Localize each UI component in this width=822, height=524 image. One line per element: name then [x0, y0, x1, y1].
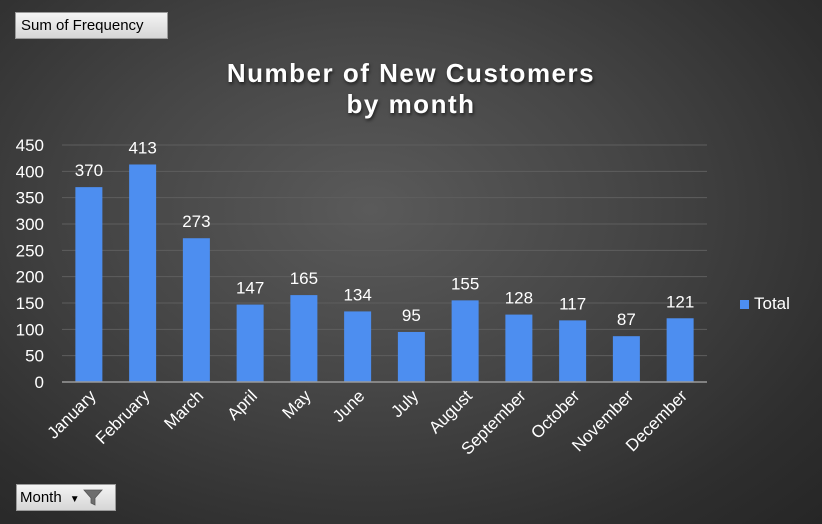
bar [344, 311, 372, 382]
y-tick-label: 50 [25, 347, 44, 366]
bar [612, 336, 640, 382]
data-label: 128 [505, 289, 533, 308]
data-label: 121 [666, 292, 694, 311]
bar [129, 164, 157, 382]
bar [666, 318, 694, 382]
data-label: 413 [128, 138, 156, 157]
legend-swatch [740, 299, 749, 309]
dropdown-arrow-icon[interactable]: ▼ [69, 494, 80, 505]
data-label: 370 [75, 161, 103, 180]
bar [236, 304, 264, 382]
x-tick-label: June [329, 386, 369, 426]
x-tick-label: August [425, 386, 476, 437]
data-label: 117 [559, 294, 586, 313]
data-label: 155 [451, 274, 479, 293]
bar [505, 314, 533, 382]
y-tick-label: 100 [16, 320, 44, 339]
x-tick-label: February [92, 386, 154, 448]
bar [397, 331, 425, 382]
y-tick-label: 200 [16, 268, 44, 287]
data-label: 273 [182, 212, 210, 231]
x-tick-label: March [160, 386, 207, 433]
data-label: 147 [236, 279, 264, 298]
value-field-button[interactable]: Sum of Frequency [15, 12, 168, 39]
data-label: 134 [343, 285, 371, 304]
data-label: 165 [290, 269, 318, 288]
filter-icon[interactable] [82, 489, 103, 506]
y-tick-label: 450 [16, 136, 44, 155]
chart-title-line-1: Number of New Customers [226, 58, 596, 88]
y-tick-label: 350 [16, 189, 44, 208]
y-tick-label: 0 [35, 373, 44, 392]
bar [559, 320, 587, 382]
bar [451, 300, 479, 382]
x-tick-label: May [279, 386, 315, 422]
y-tick-label: 150 [16, 294, 44, 313]
y-tick-label: 400 [16, 162, 44, 181]
y-tick-label: 300 [16, 215, 44, 234]
legend: Total [740, 294, 790, 314]
x-tick-label: April [223, 386, 260, 423]
bar [290, 295, 318, 382]
data-label: 95 [402, 306, 421, 325]
bar [75, 187, 103, 382]
value-field-label: Sum of Frequency [21, 17, 144, 34]
legend-label: Total [754, 294, 790, 313]
x-tick-label: July [387, 386, 422, 421]
axis-field-label: Month [20, 489, 62, 506]
data-label: 87 [617, 310, 636, 329]
chart-title-line-2: by month [346, 89, 476, 119]
y-tick-label: 250 [16, 241, 44, 260]
axis-field-button[interactable]: Month ▼ [16, 484, 116, 511]
bar [182, 238, 210, 382]
